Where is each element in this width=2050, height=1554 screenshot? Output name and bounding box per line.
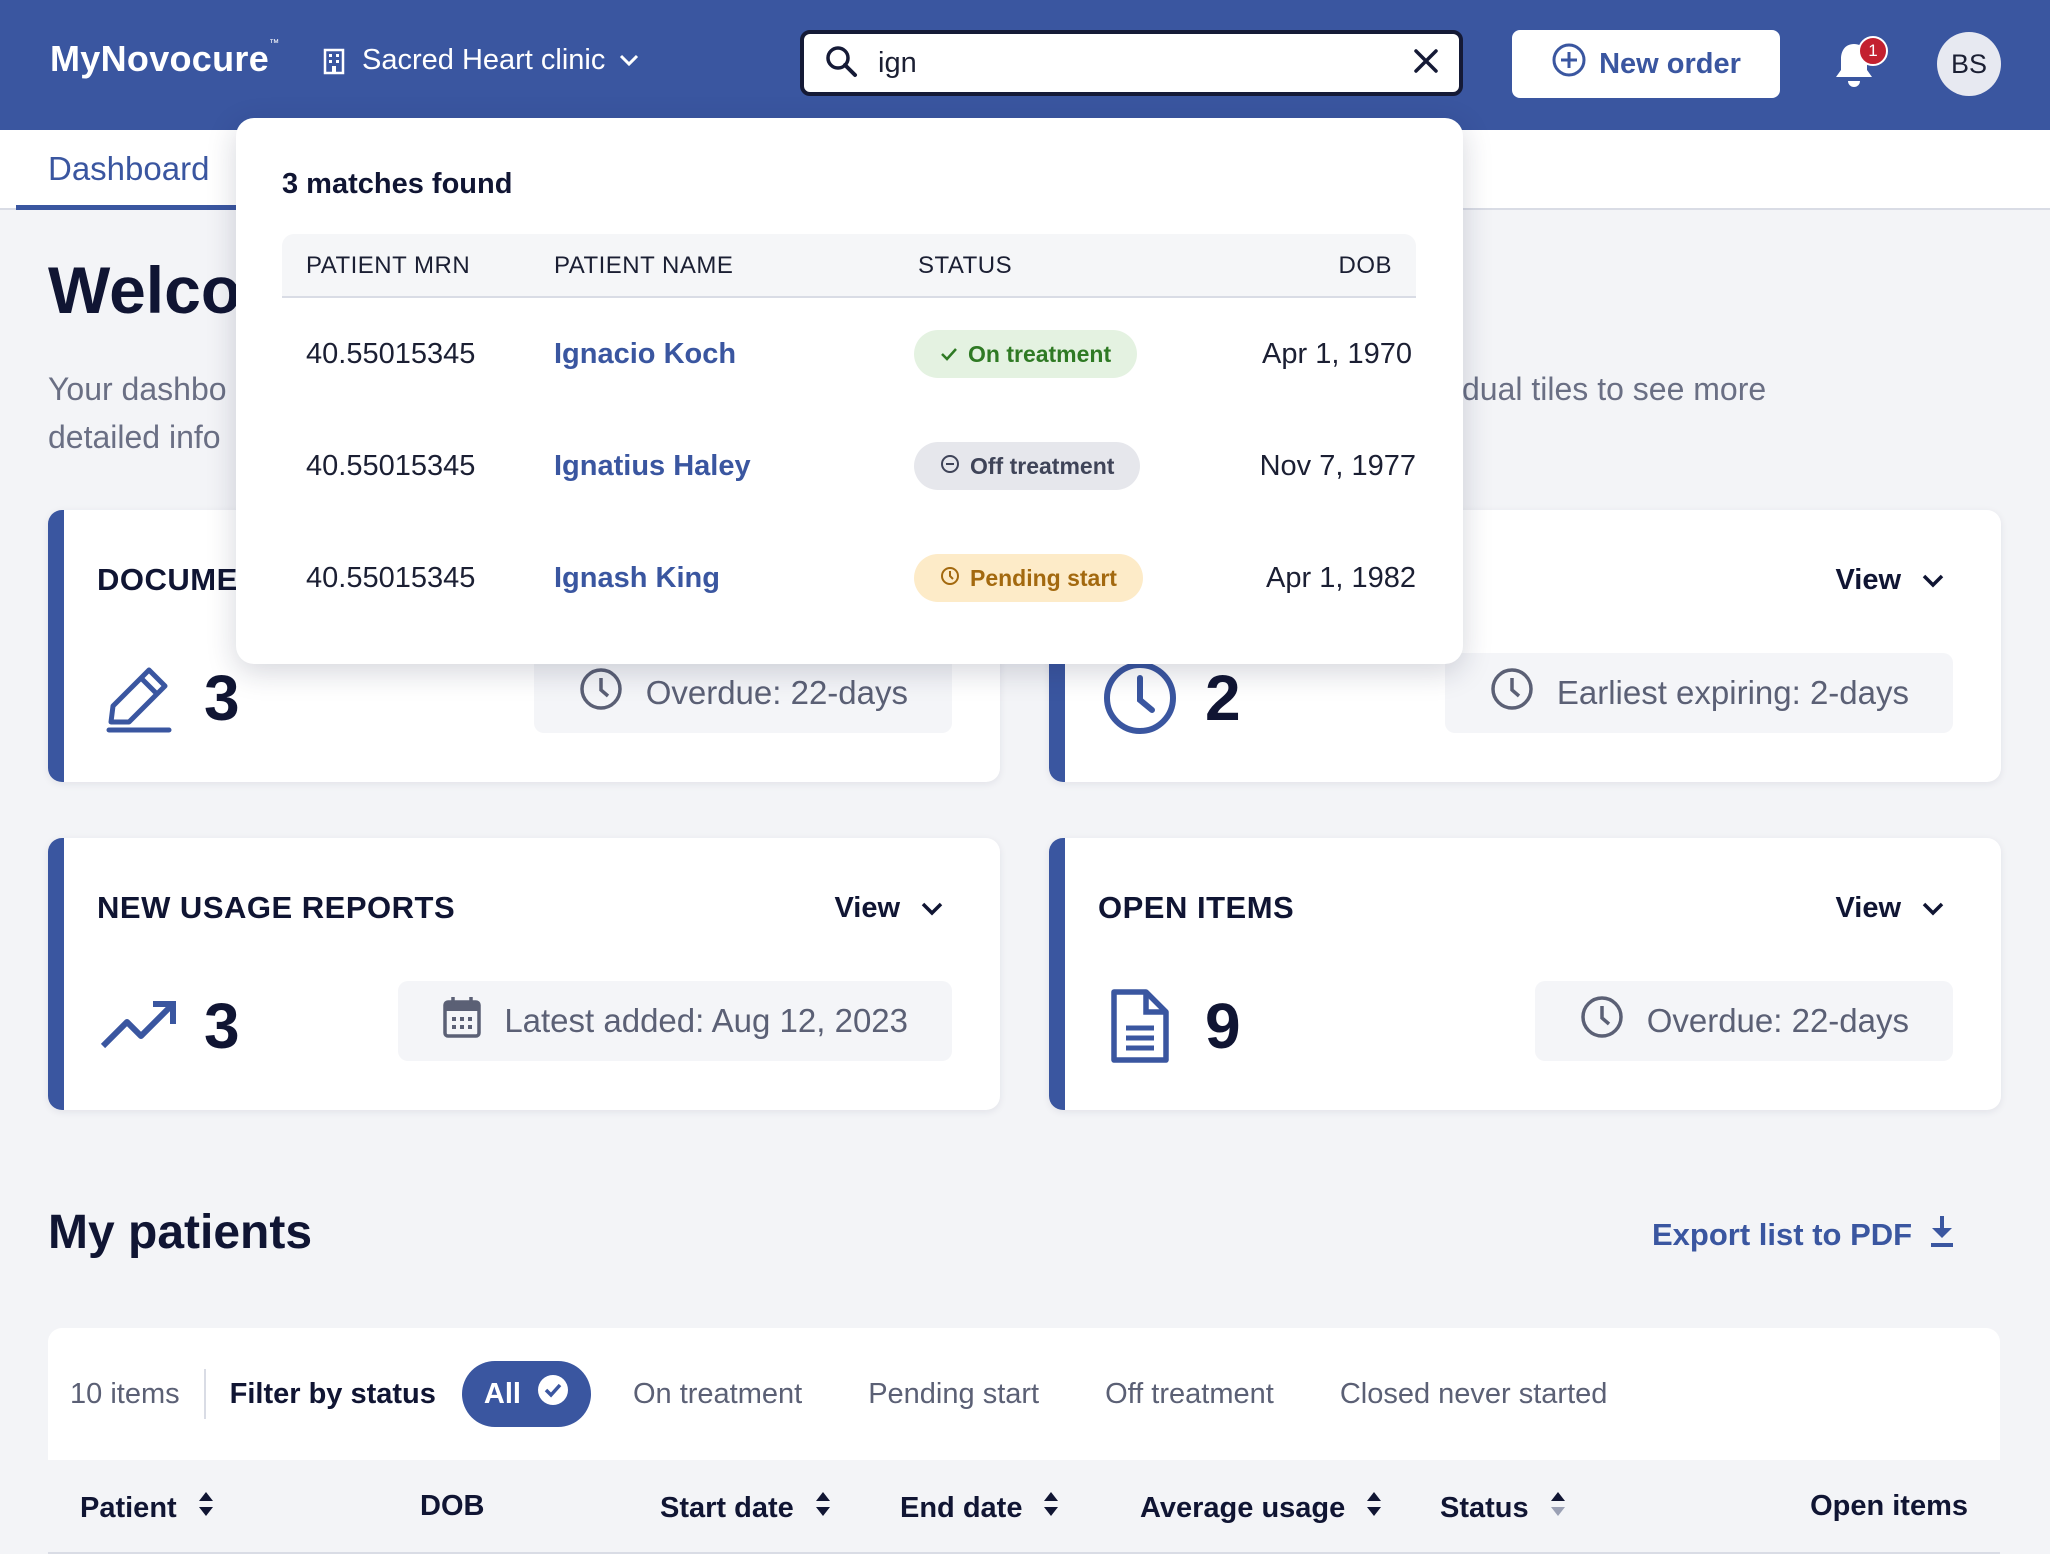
document-icon (1100, 986, 1180, 1066)
clock-icon (578, 666, 624, 720)
patient-dob: Apr 1, 1982 (1266, 562, 1416, 594)
app-logo[interactable]: MyNovocure™ (50, 38, 280, 79)
column-status[interactable]: Status (1440, 1490, 1567, 1526)
patient-search (800, 30, 1463, 96)
sort-icon (197, 1490, 215, 1526)
top-header: MyNovocure™ Sacred Heart clinic New orde… (0, 0, 2050, 130)
column-patient[interactable]: Patient (80, 1490, 215, 1526)
tab-dashboard[interactable]: Dashboard (16, 150, 242, 210)
welcome-title: Welco (48, 253, 242, 327)
plus-circle-icon (1551, 42, 1587, 86)
open-items-card: OPEN ITEMS View 9 Overdue: 22-days (1049, 838, 2001, 1110)
column-end-date[interactable]: End date (900, 1490, 1060, 1526)
download-icon (1928, 1214, 1956, 1256)
filter-label: Filter by status (229, 1377, 436, 1410)
pen-icon (99, 658, 179, 738)
status-filter-bar: 10 items Filter by status All On treatme… (48, 1328, 2000, 1460)
sort-icon (814, 1490, 832, 1526)
view-dropdown[interactable]: View (1835, 892, 1945, 925)
card-status-pill: Latest added: Aug 12, 2023 (398, 981, 952, 1061)
export-pdf-link[interactable]: Export list to PDF (1652, 1214, 1956, 1256)
column-dob: DOB (1338, 252, 1392, 279)
column-name: PATIENT NAME (554, 252, 734, 279)
card-count: 9 (1205, 990, 1241, 1062)
result-row[interactable]: 40.55015345 Ignatius Haley Off treatment… (282, 416, 1416, 516)
chevron-down-icon (920, 892, 944, 925)
column-status: STATUS (918, 252, 1013, 279)
patient-name-link[interactable]: Ignacio Koch (554, 338, 737, 370)
search-icon (824, 44, 858, 83)
welcome-subtitle: Your dashbo dual tiles to see more detai… (48, 371, 1767, 455)
patient-mrn: 40.55015345 (306, 450, 476, 482)
patient-mrn: 40.55015345 (306, 562, 476, 594)
filter-on-treatment[interactable]: On treatment (632, 1377, 803, 1410)
chevron-down-icon (1921, 892, 1945, 925)
card-status-pill: Overdue: 22-days (1534, 981, 1953, 1061)
clear-search-icon[interactable] (1413, 48, 1439, 79)
filter-all[interactable]: All (461, 1361, 591, 1427)
view-dropdown[interactable]: View (1835, 564, 1945, 597)
clock-icon (1100, 658, 1180, 738)
search-input[interactable] (878, 46, 1413, 80)
trend-up-icon (99, 986, 179, 1066)
minus-circle-icon (940, 453, 960, 480)
clinic-name: Sacred Heart clinic (362, 44, 606, 76)
clock-icon (1489, 666, 1535, 720)
patient-mrn: 40.55015345 (306, 338, 476, 370)
filter-pending-start[interactable]: Pending start (868, 1377, 1040, 1410)
items-count: 10 items (70, 1369, 206, 1419)
notification-badge: 1 (1858, 36, 1888, 66)
column-mrn: PATIENT MRN (306, 252, 471, 279)
column-dob: DOB (420, 1490, 485, 1522)
status-badge: Off treatment (914, 442, 1141, 490)
search-results-dropdown: 3 matches found PATIENT MRN PATIENT NAME… (236, 118, 1463, 664)
check-circle-icon (537, 1374, 569, 1414)
column-open-items: Open items (1810, 1490, 1968, 1522)
check-icon (940, 341, 958, 368)
patient-dob: Nov 7, 1977 (1259, 450, 1416, 482)
chevron-down-icon (619, 54, 639, 68)
status-badge: Pending start (914, 554, 1143, 602)
card-title: NEW USAGE REPORTS (97, 890, 456, 925)
results-table-header: PATIENT MRN PATIENT NAME STATUS DOB (282, 234, 1416, 298)
status-badge: On treatment (914, 330, 1138, 378)
patient-dob: Apr 1, 1970 (1262, 338, 1412, 370)
patients-table-header: Patient DOB Start date End date Average … (48, 1460, 2000, 1554)
chevron-down-icon (1921, 564, 1945, 597)
column-average-usage[interactable]: Average usage (1140, 1490, 1383, 1526)
new-order-label: New order (1599, 47, 1741, 80)
card-status-pill: Earliest expiring: 2-days (1444, 653, 1953, 733)
calendar-icon (442, 995, 482, 1047)
clock-icon (940, 565, 960, 592)
result-row[interactable]: 40.55015345 Ignash King Pending start Ap… (282, 528, 1416, 628)
view-dropdown[interactable]: View (834, 892, 944, 925)
usage-reports-card: NEW USAGE REPORTS View 3 Latest added: A… (48, 838, 1000, 1110)
sort-icon (1365, 1490, 1383, 1526)
card-count: 3 (204, 990, 240, 1062)
my-patients-title: My patients (48, 1206, 313, 1259)
clinic-selector[interactable]: Sacred Heart clinic (320, 44, 639, 77)
column-start-date[interactable]: Start date (660, 1490, 832, 1526)
filter-off-treatment[interactable]: Off treatment (1105, 1377, 1274, 1410)
building-icon (320, 47, 348, 75)
clock-icon (1579, 994, 1625, 1048)
patient-name-link[interactable]: Ignash King (554, 562, 720, 594)
patient-name-link[interactable]: Ignatius Haley (554, 450, 751, 482)
card-count: 2 (1205, 662, 1241, 734)
result-row[interactable]: 40.55015345 Ignacio Koch On treatment Ap… (282, 304, 1416, 404)
card-title: DOCUME (97, 562, 238, 597)
card-status-pill: Overdue: 22-days (533, 653, 952, 733)
card-title: OPEN ITEMS (1098, 890, 1295, 925)
matches-count: 3 matches found (282, 168, 513, 200)
card-count: 3 (204, 662, 240, 734)
filter-closed-never-started[interactable]: Closed never started (1339, 1377, 1608, 1410)
sort-icon (1549, 1490, 1567, 1526)
user-avatar[interactable]: BS (1937, 32, 2001, 96)
new-order-button[interactable]: New order (1512, 30, 1780, 98)
sort-icon (1042, 1490, 1060, 1526)
